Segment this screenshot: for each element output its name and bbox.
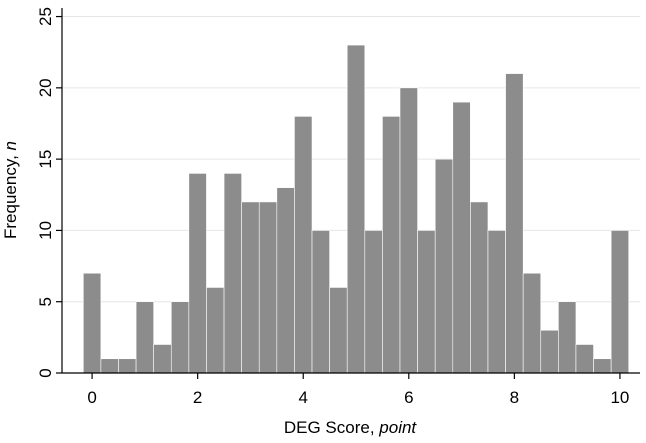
bar	[364, 230, 383, 374]
bar	[258, 201, 278, 374]
x-axis-label: DEG Score, point	[284, 418, 418, 437]
bar	[294, 116, 313, 374]
x-label-text: DEG Score,	[284, 418, 375, 437]
x-tick-label: 2	[193, 388, 202, 407]
bar	[575, 344, 594, 374]
bar	[188, 173, 207, 374]
bar	[505, 73, 524, 374]
y-label-unit: n	[1, 141, 20, 150]
bar	[399, 87, 418, 374]
bar	[417, 230, 436, 374]
bar	[276, 187, 295, 374]
y-tick-label: 5	[36, 297, 55, 306]
x-tick-label: 6	[404, 388, 413, 407]
bar	[206, 287, 225, 374]
y-tick-label: 15	[36, 150, 55, 169]
bar	[329, 287, 348, 374]
x-tick-label: 4	[298, 388, 307, 407]
bar	[346, 44, 366, 374]
bar	[82, 272, 102, 374]
x-tick-label: 10	[610, 388, 629, 407]
x-label-unit: point	[378, 418, 417, 437]
x-tick-label: 8	[510, 388, 519, 407]
bar	[382, 116, 401, 374]
bar	[170, 301, 190, 374]
bar	[135, 301, 154, 374]
bar	[153, 344, 172, 374]
y-label-text: Frequency,	[1, 155, 20, 239]
bar	[241, 201, 260, 374]
bar	[118, 358, 137, 374]
y-tick-label: 20	[36, 78, 55, 97]
bar	[610, 230, 630, 374]
bar	[223, 173, 242, 374]
x-tick-label: 0	[87, 388, 96, 407]
bar	[434, 158, 454, 374]
y-tick-label: 10	[36, 221, 55, 240]
bar	[540, 329, 559, 374]
bar	[487, 230, 506, 374]
bar	[558, 301, 577, 374]
y-tick-label: 0	[36, 368, 55, 377]
bar	[593, 358, 612, 374]
y-tick-label: 25	[36, 7, 55, 26]
bar	[100, 358, 119, 374]
bar	[311, 230, 330, 374]
bar	[522, 272, 542, 374]
y-axis-label: Frequency, n	[1, 141, 20, 239]
bar	[470, 201, 489, 374]
bar	[452, 101, 471, 374]
